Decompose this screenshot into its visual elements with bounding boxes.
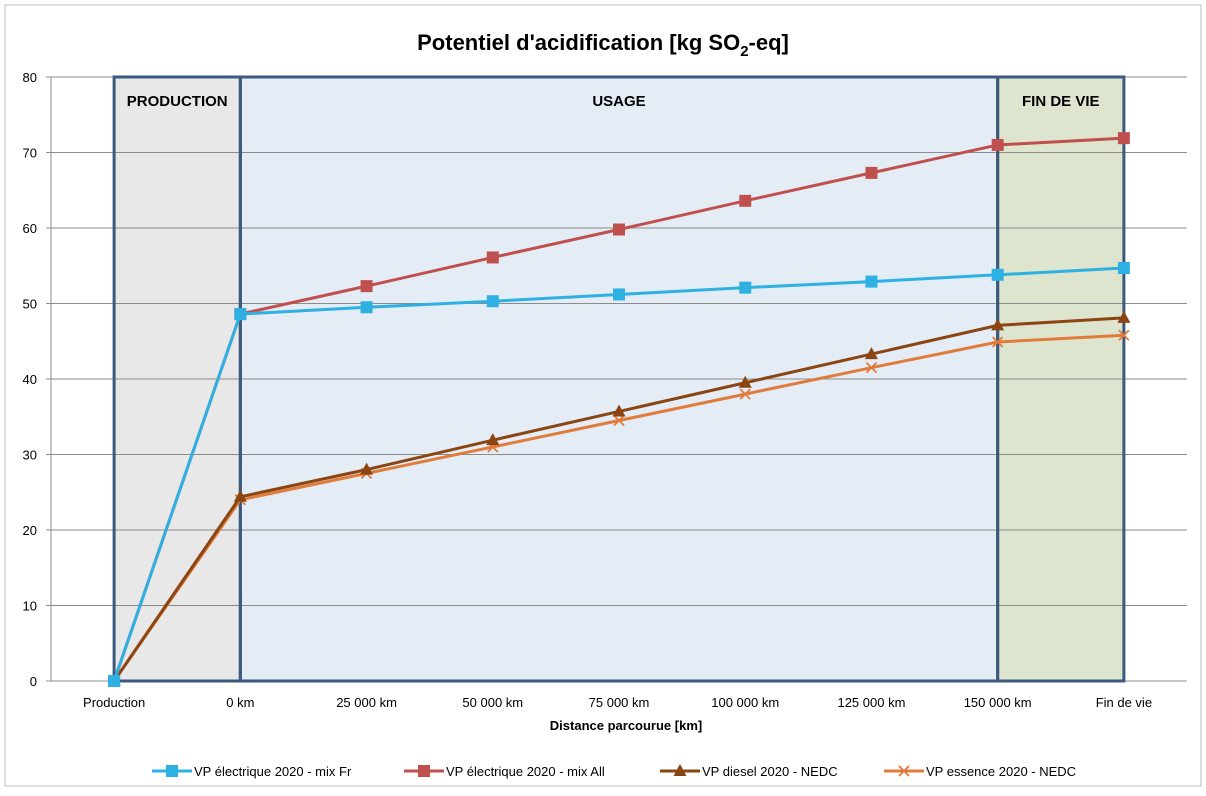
region-label-1: USAGE: [592, 93, 645, 110]
chart-title-main: Potentiel d'acidification [kg SO: [417, 30, 740, 55]
series-0-point-8: [1117, 262, 1130, 275]
y-tick-label-1: 10: [23, 599, 37, 614]
region-label-2: FIN DE VIE: [1022, 93, 1100, 110]
region-border-2: [996, 75, 1126, 683]
series-0-point-0: [108, 675, 121, 687]
series-3-point-5: [739, 388, 751, 400]
series-0-point-7: [991, 268, 1004, 281]
y-tick-label-6: 60: [23, 221, 37, 236]
region-label-0: PRODUCTION: [127, 93, 228, 110]
x-axis-label: Distance parcourue [km]: [550, 718, 702, 733]
series-2-point-3: [486, 433, 500, 446]
legend-label-1: VP électrique 2020 - mix All: [446, 764, 605, 779]
legend-marker-3: [898, 765, 910, 777]
series-2-point-1: [233, 489, 247, 502]
x-tick-label-3: 50 000 km: [462, 695, 523, 710]
series-2-point-2: [360, 462, 374, 475]
series-3-point-7: [992, 336, 1004, 348]
series-1-point-5: [739, 194, 752, 207]
legend-label-2: VP diesel 2020 - NEDC: [702, 764, 838, 779]
series-2-point-4: [612, 404, 626, 417]
series-2-point-7: [991, 318, 1005, 331]
series-0: [108, 262, 1130, 687]
chart-title: Potentiel d'acidification [kg SO2-eq]: [417, 30, 789, 60]
series-3-point-8: [1118, 329, 1130, 341]
legend-item-0: VP électrique 2020 - mix Fr: [152, 764, 352, 779]
x-tick-label-7: 150 000 km: [964, 695, 1032, 710]
series-0-point-2: [360, 301, 373, 314]
legend: VP électrique 2020 - mix Fr VP électrique…: [152, 764, 1076, 779]
region-labels: PRODUCTION USAGE FIN DE VIE: [127, 93, 1100, 110]
x-tick-label-6: 125 000 km: [837, 695, 905, 710]
series-1-point-2: [360, 280, 373, 293]
series-1-point-8: [1117, 132, 1130, 145]
series-group: [107, 132, 1131, 687]
y-tick-label-0: 0: [30, 674, 37, 689]
chart-title-sub: 2: [740, 43, 748, 60]
legend-marker-0: [166, 765, 178, 777]
y-tick-label-4: 40: [23, 372, 37, 387]
series-0-point-4: [613, 288, 625, 301]
x-tick-label-4: 75 000 km: [589, 695, 650, 710]
x-axis-ticks: Production 0 km 25 000 km 50 000 km 75 000 k…: [83, 695, 1152, 710]
series-2: [107, 310, 1131, 686]
legend-label-0: VP électrique 2020 - mix Fr: [194, 764, 352, 779]
series-0-point-5: [739, 281, 752, 294]
legend-label-3: VP essence 2020 - NEDC: [926, 764, 1076, 779]
y-tick-label-8: 80: [23, 70, 37, 85]
series-1-point-6: [865, 166, 878, 179]
series-1-point-3: [486, 251, 499, 264]
series-3-point-4: [613, 414, 625, 427]
x-tick-label-0: Production: [83, 695, 145, 710]
y-tick-label-5: 50: [23, 297, 37, 312]
y-axis-ticks: 0 10 20 30 40 50 60 70 80: [23, 70, 51, 689]
series-3-point-6: [865, 362, 878, 374]
y-tick-label-7: 70: [23, 146, 37, 161]
legend-marker-1: [418, 765, 430, 777]
series-2-point-8: [1117, 310, 1131, 323]
series-0-point-6: [865, 275, 878, 288]
series-0-point-3: [486, 295, 499, 308]
series-2-point-5: [738, 375, 752, 388]
region-borders: [112, 75, 1126, 683]
x-tick-label-8: Fin de vie: [1096, 695, 1152, 710]
x-tick-label-2: 25 000 km: [336, 695, 397, 710]
legend-item-3: VP essence 2020 - NEDC: [884, 764, 1076, 779]
series-1-point-7: [991, 138, 1004, 151]
x-tick-label-1: 0 km: [226, 695, 254, 710]
legend-item-2: VP diesel 2020 - NEDC: [660, 764, 838, 779]
series-2-point-6: [864, 347, 878, 360]
x-tick-label-5: 100 000 km: [711, 695, 779, 710]
chart-title-suffix: -eq]: [749, 30, 789, 55]
legend-marker-2: [673, 764, 687, 776]
y-tick-label-2: 20: [23, 523, 37, 538]
series-1-point-4: [613, 223, 625, 236]
y-tick-label-3: 30: [23, 448, 37, 463]
series-0-point-1: [234, 308, 247, 321]
legend-item-1: VP électrique 2020 - mix All: [404, 764, 605, 779]
